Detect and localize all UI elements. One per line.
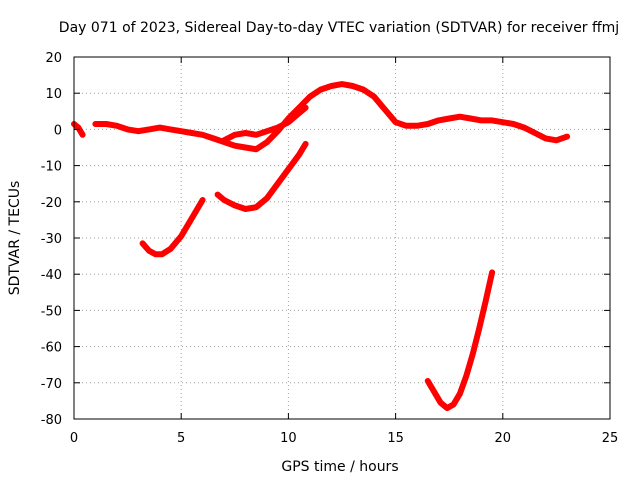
y-tick-label: 0 bbox=[54, 123, 62, 138]
series-layer bbox=[71, 81, 571, 412]
y-tick-label: -10 bbox=[41, 160, 62, 175]
y-tick-label: -40 bbox=[41, 268, 62, 283]
series-line-arc-3 bbox=[221, 104, 309, 144]
chart-title: Day 071 of 2023, Sidereal Day-to-day VTE… bbox=[59, 20, 619, 36]
x-tick-label: 20 bbox=[495, 431, 512, 446]
series-line-arc-5 bbox=[214, 140, 309, 212]
y-tick-label: -20 bbox=[41, 196, 62, 211]
tick-layer: 0 5 10 15 20 25 -80 -70 -60 -50 -40 -30 -20 -10 0 10 20 bbox=[41, 51, 619, 446]
x-tick-label: 15 bbox=[387, 431, 404, 446]
y-tick-label: -70 bbox=[41, 377, 62, 392]
x-tick-label: 5 bbox=[177, 431, 185, 446]
y-tick-label: -50 bbox=[41, 304, 62, 319]
y-tick-label: 10 bbox=[45, 87, 62, 102]
y-tick-label: -60 bbox=[41, 341, 62, 356]
series-line-arc-1 bbox=[71, 121, 86, 138]
series-line-arc-2 bbox=[92, 81, 571, 153]
y-tick-label: -30 bbox=[41, 232, 62, 247]
x-tick-label: 25 bbox=[602, 431, 619, 446]
series-line-arc-4 bbox=[139, 197, 206, 258]
x-tick-label: 10 bbox=[280, 431, 297, 446]
series-line-arc-6 bbox=[424, 269, 496, 412]
y-tick-label: -80 bbox=[41, 413, 62, 428]
x-tick-label: 0 bbox=[70, 431, 78, 446]
grid-layer bbox=[74, 57, 610, 419]
y-axis-label: SDTVAR / TECUs bbox=[7, 181, 23, 296]
x-axis-label: GPS time / hours bbox=[281, 459, 398, 475]
y-tick-label: 20 bbox=[45, 51, 62, 66]
